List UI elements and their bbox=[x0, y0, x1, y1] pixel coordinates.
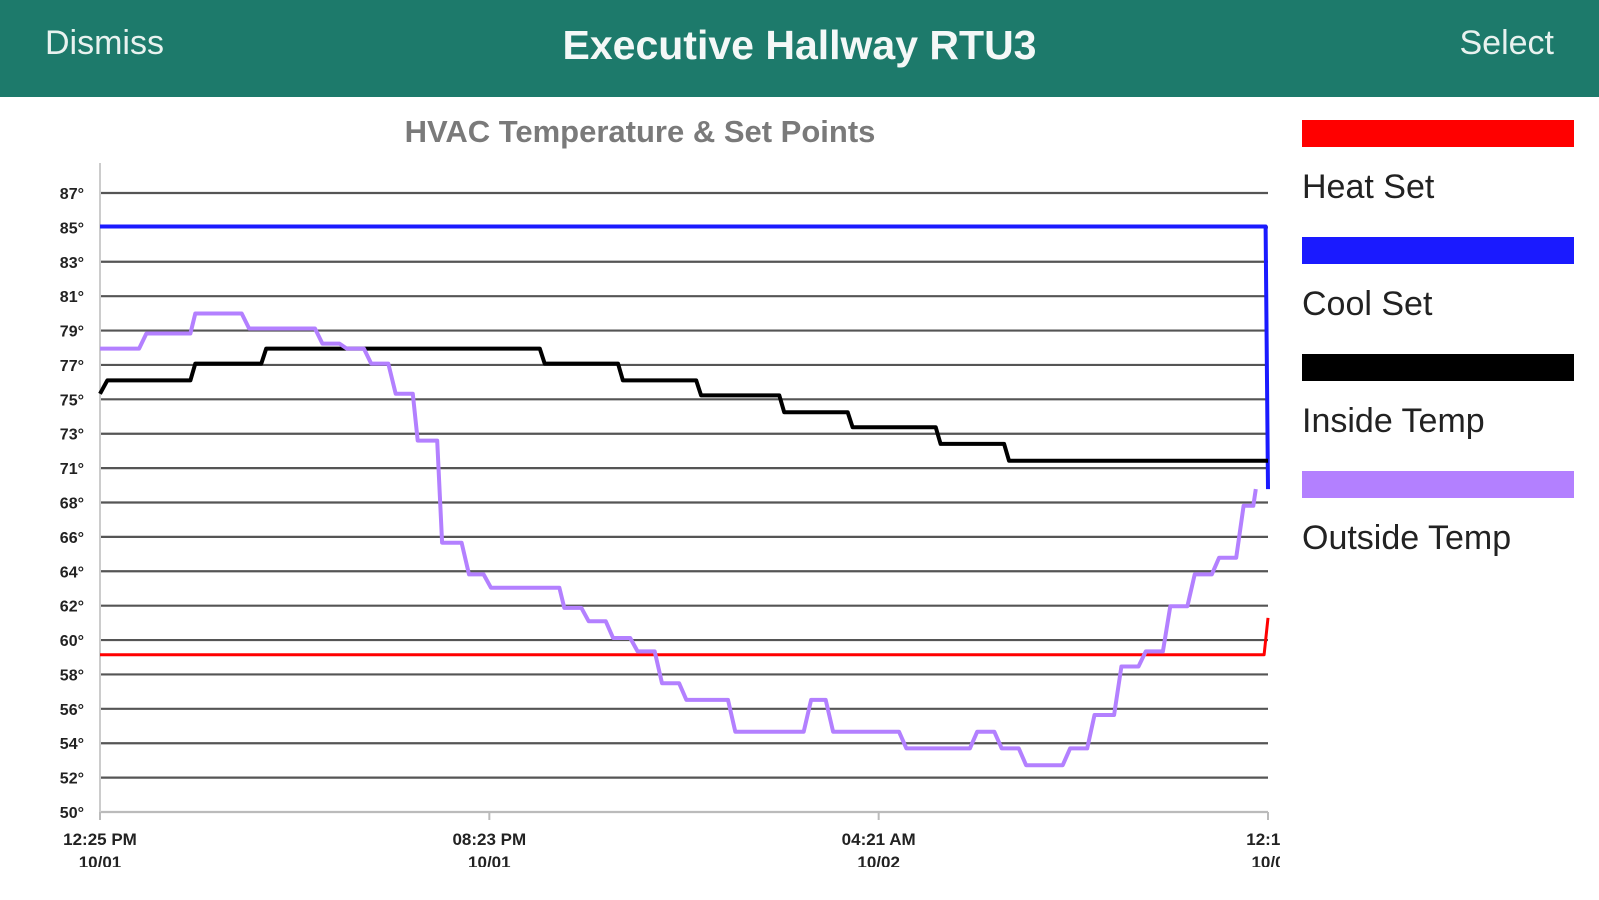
y-tick-label: 87° bbox=[60, 186, 84, 203]
x-tick-label: 12:18 bbox=[1246, 830, 1280, 849]
x-tick-label: 04:21 AM bbox=[842, 830, 916, 849]
chart-legend: Heat Set Cool Set Inside Temp Outside Temp bbox=[1302, 120, 1574, 588]
series-line-outside-temp bbox=[100, 311, 1258, 768]
legend-label: Inside Temp bbox=[1302, 402, 1485, 440]
legend-label: Heat Set bbox=[1302, 168, 1435, 206]
legend-label: Cool Set bbox=[1302, 285, 1433, 323]
hvac-chart: HVAC Temperature & Set Points 87° 85° 83° 81… bbox=[60, 114, 1280, 867]
y-tick-label: 64° bbox=[60, 564, 84, 581]
page-title: Executive Hallway RTU3 bbox=[562, 22, 1037, 68]
legend-swatch bbox=[1302, 120, 1574, 147]
y-tick-label: 71° bbox=[60, 461, 84, 478]
legend-item-heat-set: Heat Set bbox=[1302, 120, 1574, 237]
legend-label: Outside Temp bbox=[1302, 519, 1512, 557]
y-tick-label: 66° bbox=[60, 530, 84, 547]
y-tick-label: 77° bbox=[60, 358, 84, 375]
legend-swatch bbox=[1302, 471, 1574, 498]
chart-title: HVAC Temperature & Set Points bbox=[405, 114, 876, 149]
x-tick-date: 10/0 bbox=[1251, 853, 1280, 867]
y-tick-label: 54° bbox=[60, 736, 84, 753]
y-tick-label: 68° bbox=[60, 496, 84, 513]
legend-swatch bbox=[1302, 237, 1574, 264]
legend-swatch bbox=[1302, 354, 1574, 381]
y-tick-label: 75° bbox=[60, 392, 84, 409]
y-tick-label: 50° bbox=[60, 805, 84, 822]
y-tick-label: 85° bbox=[60, 220, 84, 237]
nav-bar: Dismiss Executive Hallway RTU3 Select bbox=[0, 0, 1599, 97]
x-tick-label: 08:23 PM bbox=[452, 830, 526, 849]
y-tick-label: 58° bbox=[60, 667, 84, 684]
y-tick-label: 79° bbox=[60, 324, 84, 341]
x-tick-date: 10/01 bbox=[79, 853, 122, 867]
legend-item-outside-temp: Outside Temp bbox=[1302, 471, 1574, 588]
series-line-heat-set bbox=[100, 617, 1270, 657]
y-tick-label: 83° bbox=[60, 255, 84, 272]
x-tick-label: 12:25 PM bbox=[63, 830, 137, 849]
y-tick-label: 56° bbox=[60, 702, 84, 719]
select-button[interactable]: Select bbox=[1459, 24, 1555, 62]
y-tick-label: 81° bbox=[60, 289, 84, 306]
y-tick-label: 73° bbox=[60, 427, 84, 444]
series-line-cool-set bbox=[100, 224, 1270, 490]
series-line-inside-temp bbox=[98, 346, 1268, 463]
legend-item-inside-temp: Inside Temp bbox=[1302, 354, 1574, 471]
y-tick-label: 60° bbox=[60, 633, 84, 650]
y-tick-label: 52° bbox=[60, 771, 84, 788]
dismiss-button[interactable]: Dismiss bbox=[45, 24, 164, 62]
x-tick-date: 10/01 bbox=[468, 853, 511, 867]
y-tick-label: 62° bbox=[60, 599, 84, 616]
x-tick-date: 10/02 bbox=[857, 853, 900, 867]
legend-item-cool-set: Cool Set bbox=[1302, 237, 1574, 354]
